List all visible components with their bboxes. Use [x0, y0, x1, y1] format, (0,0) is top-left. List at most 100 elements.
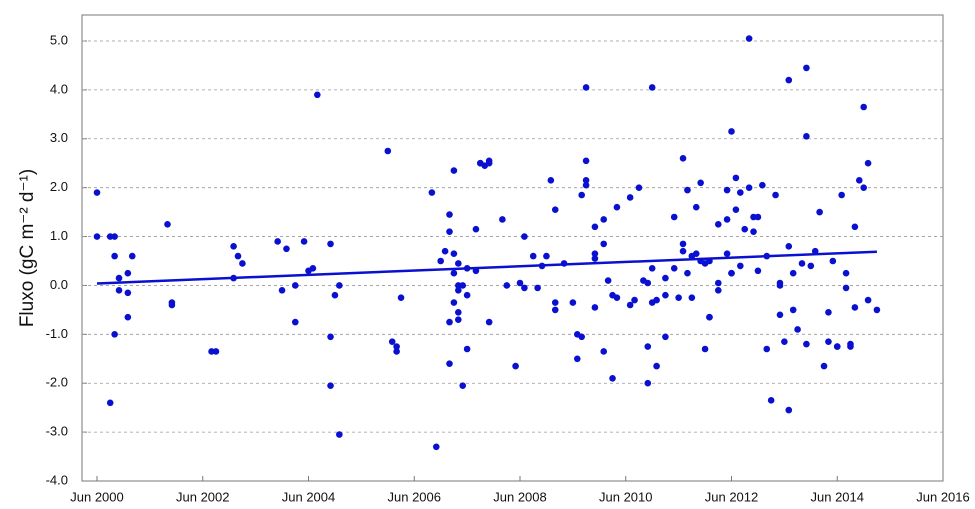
data-point [543, 252, 550, 260]
data-point [591, 250, 599, 257]
data-point [745, 184, 753, 191]
data-point [675, 294, 682, 301]
data-point [124, 269, 132, 277]
data-point [128, 252, 136, 260]
data-point [450, 269, 458, 277]
data-point [776, 282, 784, 289]
data-point [455, 316, 462, 323]
data-point [393, 343, 400, 350]
x-tick-label: Jun 2004 [282, 489, 336, 504]
data-point [124, 313, 132, 321]
data-point [234, 252, 242, 260]
y-tick-label: 5.0 [50, 32, 68, 47]
data-point [626, 301, 634, 309]
data-point [763, 345, 771, 353]
data-point [455, 287, 462, 294]
data-point [115, 274, 123, 282]
data-point [670, 213, 678, 221]
data-point [336, 431, 343, 438]
data-point [164, 221, 171, 228]
data-point [106, 399, 114, 407]
data-point [732, 174, 740, 182]
data-point [582, 177, 590, 184]
data-point [807, 262, 815, 270]
data-point [455, 260, 462, 267]
data-point [300, 238, 308, 245]
data-point [573, 355, 581, 363]
data-point [93, 189, 101, 196]
data-point [737, 189, 744, 196]
data-point [600, 216, 608, 223]
data-point [803, 64, 810, 72]
data-point [723, 250, 731, 257]
data-point [111, 331, 118, 338]
data-point [314, 91, 321, 99]
data-point [397, 294, 405, 301]
data-point [772, 191, 779, 199]
data-point [516, 279, 524, 287]
data-point [111, 233, 118, 240]
data-point [644, 343, 652, 350]
data-point [855, 177, 863, 184]
data-point [582, 84, 590, 91]
data-point [578, 191, 585, 199]
data-point [825, 338, 832, 345]
data-point [327, 333, 334, 341]
data-point [789, 306, 797, 314]
data-point [767, 397, 775, 404]
data-point [754, 267, 762, 275]
data-point [816, 208, 823, 216]
data-point [239, 260, 246, 267]
data-point [684, 186, 691, 194]
data-point [842, 284, 850, 292]
data-point [115, 287, 123, 294]
data-point [776, 311, 784, 319]
data-point [291, 318, 299, 326]
data-point [551, 299, 559, 306]
y-tick-label: -4.0 [46, 472, 68, 487]
data-point [309, 265, 317, 272]
data-point [485, 157, 493, 165]
data-point [811, 247, 819, 255]
data-point [437, 257, 444, 265]
data-point [714, 279, 722, 287]
data-point [653, 296, 660, 304]
data-point [714, 221, 722, 228]
data-point [230, 243, 237, 250]
data-point [759, 181, 766, 189]
data-point [582, 157, 590, 165]
y-tick-label: 0.0 [50, 277, 68, 292]
data-point [789, 269, 797, 277]
data-point [446, 318, 453, 326]
data-point [613, 294, 621, 301]
data-point [124, 289, 132, 297]
data-point [441, 247, 449, 255]
y-tick-label: -3.0 [46, 424, 68, 439]
plot-frame [81, 14, 944, 482]
data-point [860, 184, 867, 191]
data-point [829, 257, 837, 265]
data-point [534, 284, 541, 292]
data-point [741, 225, 749, 233]
data-point [723, 216, 731, 223]
y-tick-label: -1.0 [46, 326, 68, 341]
data-point [327, 382, 334, 389]
data-point [278, 287, 286, 294]
data-point [851, 304, 859, 311]
data-point [591, 255, 599, 262]
x-tick-label: Jun 2012 [705, 489, 759, 504]
data-point [732, 206, 740, 213]
data-point [648, 84, 656, 91]
data-point [662, 291, 669, 299]
data-point [521, 233, 528, 240]
data-point [432, 443, 440, 451]
data-point [803, 340, 810, 348]
data-point [291, 282, 299, 289]
x-tick-label: Jun 2000 [70, 489, 124, 504]
data-point [463, 291, 471, 299]
data-point [679, 247, 687, 255]
data-point [450, 299, 458, 306]
x-tick-label: Jun 2014 [811, 489, 865, 504]
x-tick-label: Jun 2016 [916, 489, 970, 504]
